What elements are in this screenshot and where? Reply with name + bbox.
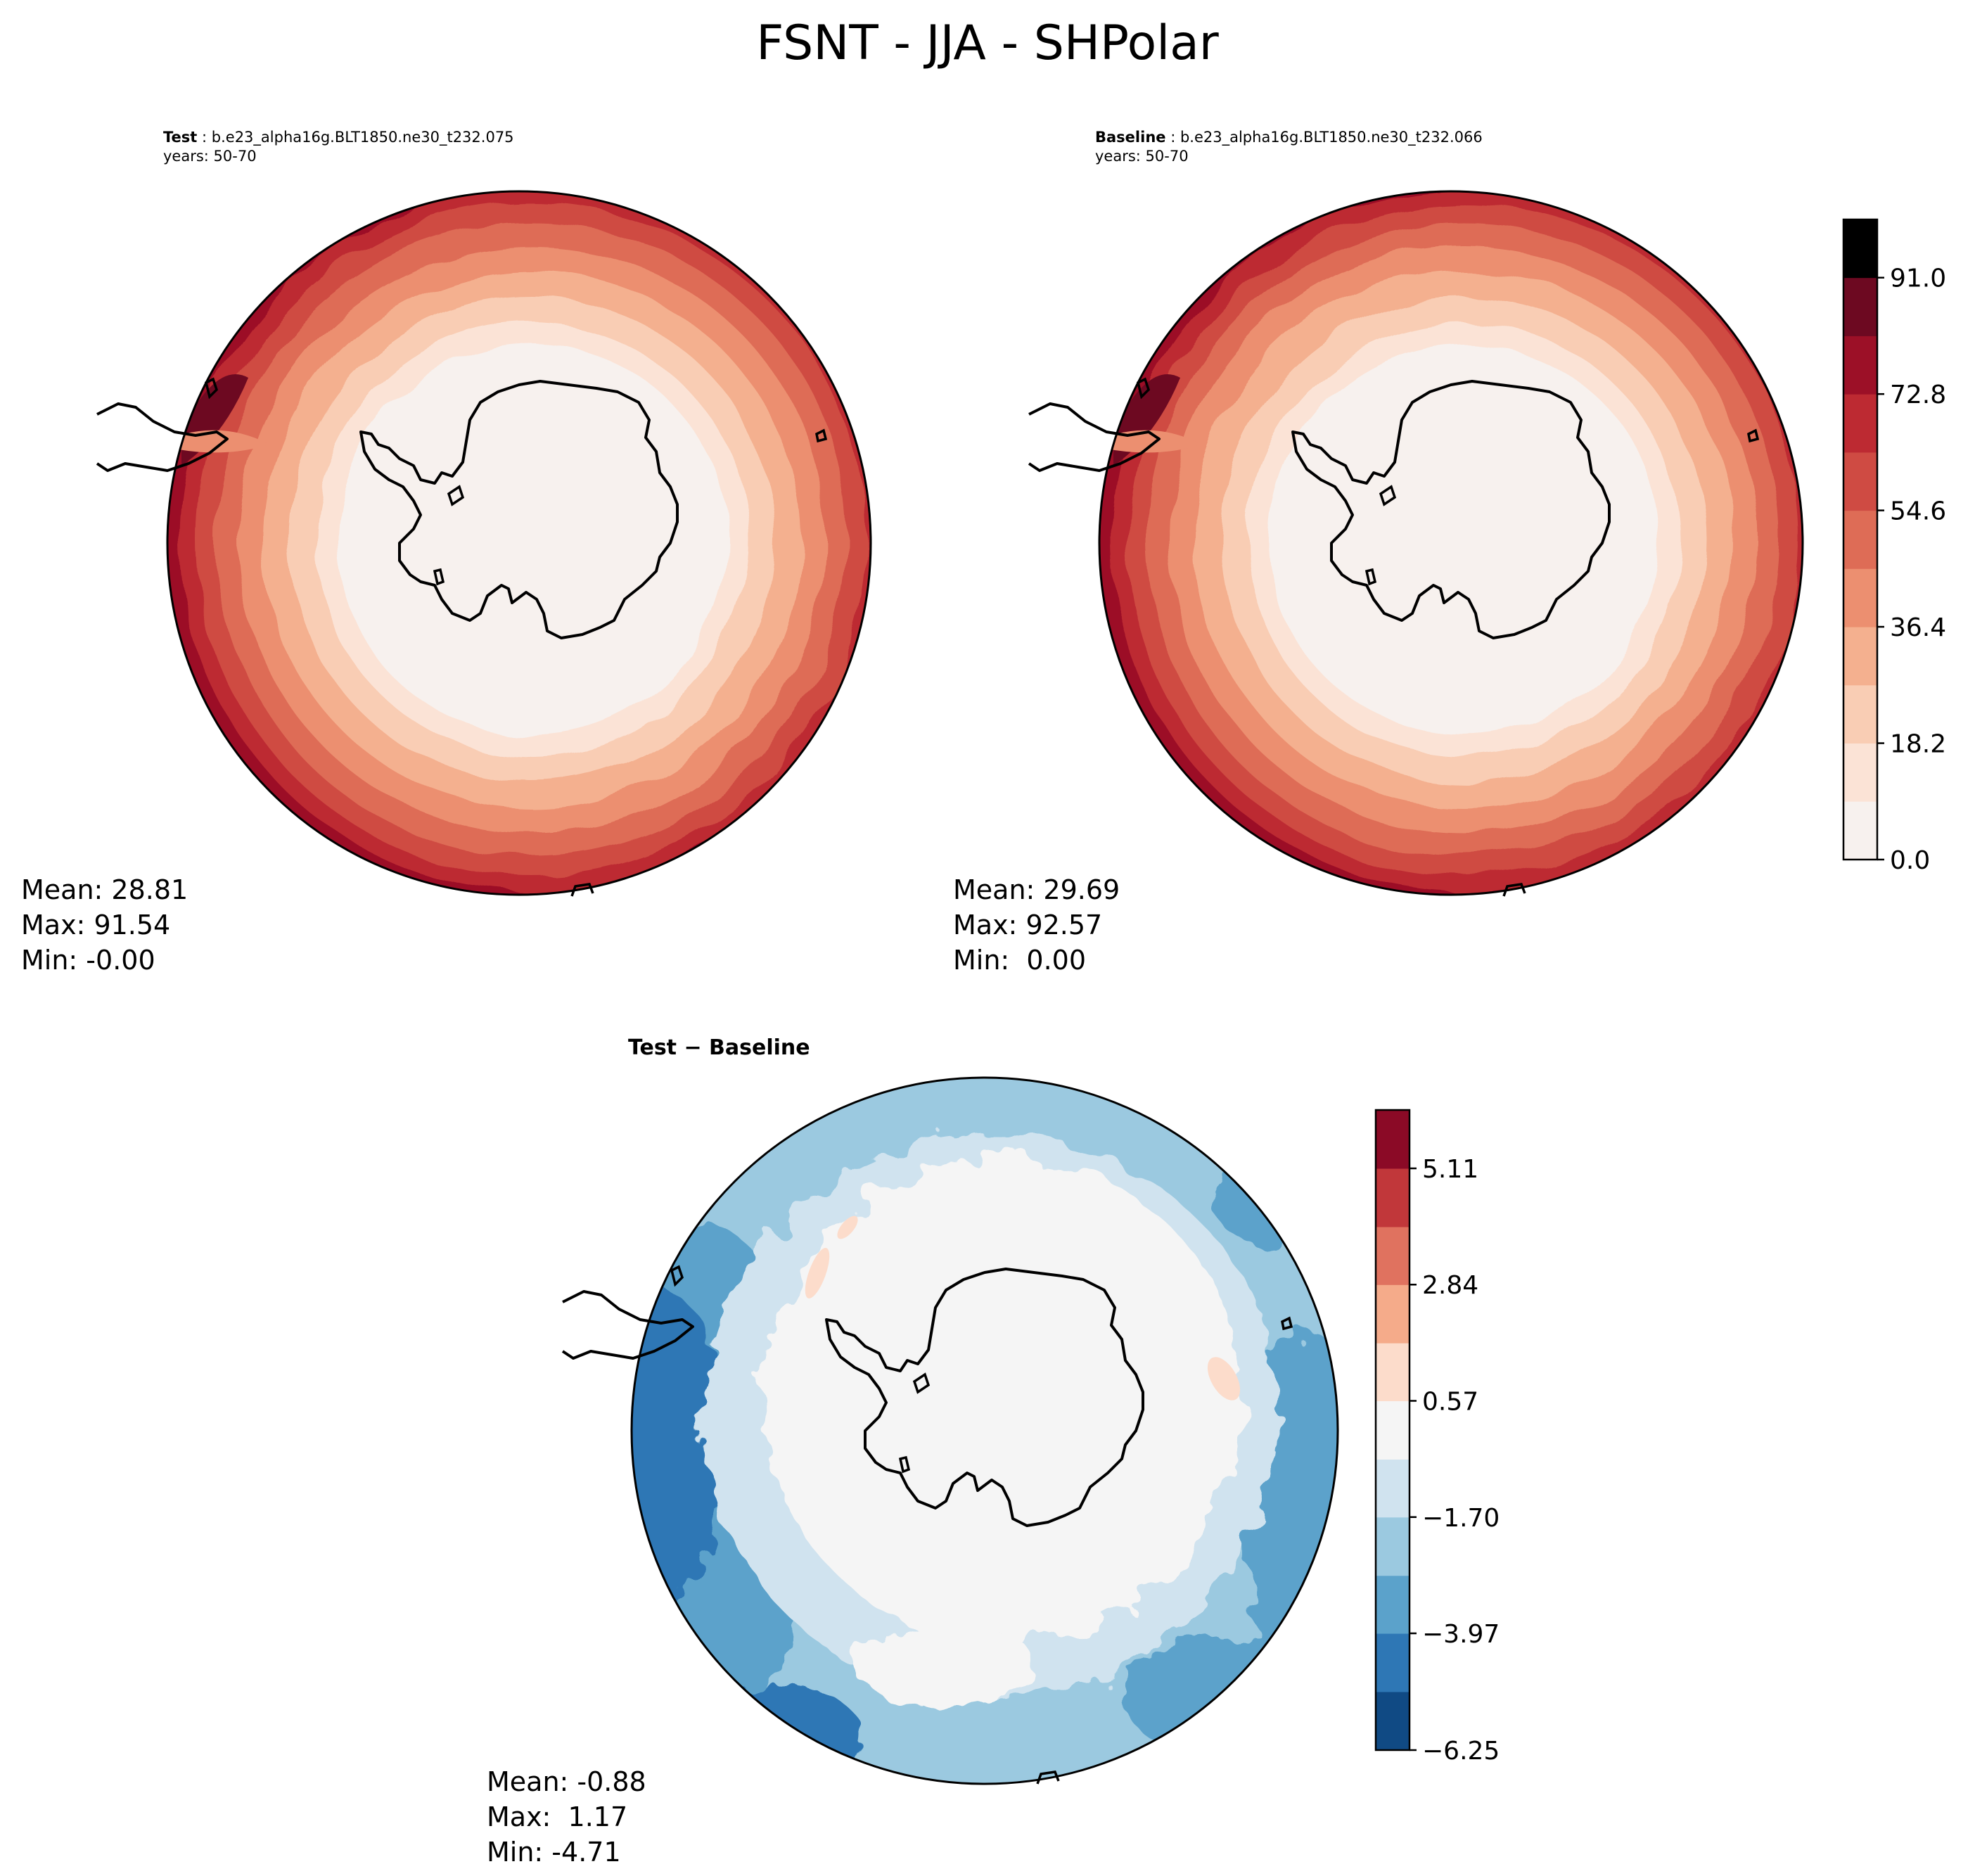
colorbar-diff-swatch: [1376, 1459, 1410, 1518]
diff-island-coastline: [1281, 1316, 1293, 1331]
colorbar-diff-swatch: [1376, 1692, 1410, 1751]
colorbar-diff-swatch: [1376, 1227, 1410, 1285]
baseline-max: Max: 92.57: [953, 910, 1103, 940]
test-stats: Mean: 28.81 Max: 91.54 Min: -0.00: [21, 872, 188, 978]
colorbar-main-tick-label: 36.4: [1890, 613, 1946, 642]
colorbar-diff-frame: [1374, 1109, 1411, 1751]
baseline-contours: [1099, 191, 1803, 895]
colorbar-diff-tick-label: 0.57: [1422, 1388, 1478, 1417]
colorbar-main-swatch: [1843, 452, 1877, 511]
diff-center-neutral: [763, 1156, 1241, 1642]
colorbar-diff-swatch: [1376, 1575, 1410, 1634]
colorbar-main-tick-label: 18.2: [1890, 730, 1946, 759]
diff-pos-patch-3: [1207, 1357, 1241, 1400]
test-island-coastline: [815, 428, 828, 443]
test-mean: Mean: 28.81: [21, 874, 188, 905]
diff-map: [632, 1078, 1338, 1784]
diff-south-neutral: [851, 1621, 1034, 1705]
colorbar-main-tick-label: 0.0: [1890, 846, 1930, 875]
baseline-stats: Mean: 29.69 Max: 92.57 Min: 0.00: [953, 872, 1120, 978]
baseline-map: [1099, 191, 1803, 895]
test-max: Max: 91.54: [21, 910, 171, 940]
test-min: Min: -0.00: [21, 945, 155, 976]
colorbar-diff-swatch: [1376, 1400, 1410, 1460]
test-label: Test: [163, 129, 198, 146]
colorbar-diff-swatch: [1376, 1110, 1410, 1169]
diff-pos-patch-1: [805, 1248, 830, 1298]
colorbar-diff-tick-label: 5.11: [1422, 1155, 1478, 1184]
diff-map-boundary: [630, 1076, 1339, 1785]
colorbar-diff-tick-label: −1.70: [1422, 1504, 1500, 1533]
colorbar-main-swatch: [1843, 684, 1877, 744]
baseline-case-name: b.e23_alpha16g.BLT1850.ne30_t232.066: [1180, 129, 1483, 146]
colorbar-main-tick-label: 72.8: [1890, 381, 1946, 409]
diff-min: Min: -4.71: [487, 1837, 621, 1868]
colorbar-main-swatch: [1843, 568, 1877, 627]
diff-max: Max: 1.17: [487, 1801, 628, 1832]
colorbar-main-swatch: [1843, 627, 1877, 686]
test-panel-header: Test : b.e23_alpha16g.BLT1850.ne30_t232.…: [163, 129, 514, 165]
colorbar-main-swatch: [1843, 336, 1877, 395]
diff-mean: Mean: -0.88: [487, 1766, 646, 1797]
baseline-island-coastline: [1747, 428, 1760, 443]
diff-contours: [632, 1078, 1338, 1784]
colorbar-diff-tick-label: −6.25: [1422, 1737, 1500, 1766]
coastlines-overlay: [96, 190, 1804, 1785]
baseline-mean: Mean: 29.69: [953, 874, 1120, 905]
colorbar-main-tick-label: 54.6: [1890, 497, 1946, 526]
baseline-min: Min: 0.00: [953, 945, 1086, 976]
diff-low-ne: [1210, 1149, 1338, 1248]
test-map: [167, 191, 871, 895]
colorbar-diff-tick-label: 2.84: [1422, 1271, 1478, 1300]
colorbar-main-swatch: [1843, 743, 1877, 802]
colorbar-main-swatch: [1843, 219, 1877, 279]
diff-stats: Mean: -0.88 Max: 1.17 Min: -4.71: [487, 1764, 646, 1870]
baseline-label: Baseline: [1095, 129, 1166, 146]
figure-title: FSNT - JJA - SHPolar: [756, 15, 1219, 71]
diff-pos-patch-2: [837, 1215, 858, 1239]
test-case-name: b.e23_alpha16g.BLT1850.ne30_t232.075: [211, 129, 514, 146]
colorbar-diff-swatch: [1376, 1284, 1410, 1344]
colorbar-main-tick-label: 91.0: [1890, 264, 1946, 293]
colorbar-main-swatch: [1843, 277, 1877, 336]
baseline-years: years: 50-70: [1095, 148, 1189, 165]
colorbar-diff-swatch: [1376, 1633, 1410, 1692]
colorbar-diff: −6.25 −3.97 −1.70 0.57 2.84 5.11: [1374, 1109, 1500, 1766]
diff-panel-title: Test − Baseline: [628, 1035, 810, 1060]
baseline-panel-header: Baseline : b.e23_alpha16g.BLT1850.ne30_t…: [1095, 129, 1483, 165]
baseline-band-7: [1268, 344, 1659, 735]
colorbar-main-swatch: [1843, 801, 1877, 860]
colorbar-main: 0.0 18.2 36.4 54.6 72.8 91.0: [1842, 218, 1946, 875]
colorbar-diff-swatch: [1376, 1343, 1410, 1401]
diff-low-se: [1125, 1635, 1336, 1761]
diff-lower-sw: [682, 1684, 865, 1784]
colorbar-main-swatch: [1843, 394, 1877, 453]
test-map-boundary: [166, 190, 872, 896]
diff-lower-west: [632, 1290, 724, 1600]
test-years: years: 50-70: [163, 148, 257, 165]
colorbar-diff-swatch: [1376, 1517, 1410, 1576]
test-band-7: [336, 344, 727, 735]
colorbar-main-swatch: [1843, 510, 1877, 569]
colorbar-main-frame: [1842, 218, 1879, 861]
colorbar-diff-swatch: [1376, 1168, 1410, 1227]
test-contours: [167, 191, 871, 895]
colorbar-diff-tick-label: −3.97: [1422, 1620, 1500, 1649]
baseline-map-boundary: [1098, 190, 1804, 896]
